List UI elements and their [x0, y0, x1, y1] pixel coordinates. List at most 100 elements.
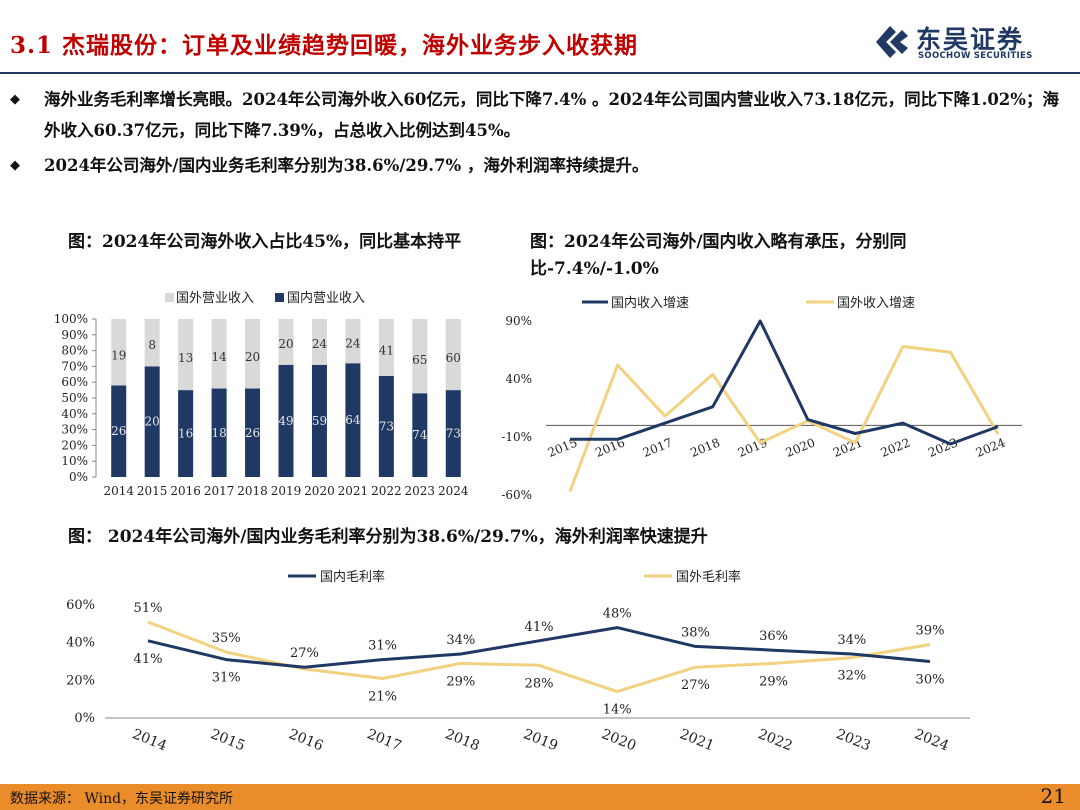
x-tick-label: 2021 [677, 726, 716, 754]
bar-domestic [278, 364, 294, 477]
bar-overseas [144, 319, 160, 367]
figure-title-1: 图：2024年公司海外收入占比45%，同比基本持平 [68, 232, 462, 252]
bullet-item: ◆ 2024年公司海外/国内业务毛利率分别为38.6%/29.7% ，海外利润率… [10, 150, 1070, 182]
bar-overseas [345, 319, 361, 364]
x-tick-label: 2014 [130, 726, 169, 754]
x-tick-label: 2020 [599, 726, 638, 754]
logo-english-name: SOOCHOW SECURITIES [918, 51, 1033, 61]
y-tick-label: 20% [66, 673, 95, 688]
page-number: 21 [1040, 784, 1066, 808]
bar-overseas [178, 319, 194, 391]
y-tick-label: 0% [69, 470, 88, 484]
x-tick-label: 2020 [304, 484, 335, 498]
bullet-diamond-icon: ◆ [10, 92, 20, 107]
data-label-overseas: 39% [916, 624, 945, 639]
data-label-overseas: 20 [278, 337, 293, 351]
series-line-domestic [147, 626, 931, 669]
legend-label-domestic: 国内毛利率 [320, 569, 385, 585]
soochow-logo-icon [876, 26, 908, 58]
bar-domestic [445, 390, 461, 477]
bar-overseas [378, 319, 394, 376]
legend-label-domestic: 国内营业收入 [287, 290, 365, 306]
gross-margin-line-chart: 国内毛利率 国外毛利率 0% 20% 40% 60% 2014 2015 2016 2017 201… [66, 569, 970, 754]
x-tick-label: 2015 [208, 726, 247, 754]
x-tick-label: 2021 [338, 484, 369, 498]
footer-bar: 数据来源： Wind，东吴证券研究所 21 [0, 784, 1080, 810]
y-tick-label: -60% [501, 488, 532, 502]
x-tick-label: 2014 [103, 484, 134, 498]
bar-domestic [144, 366, 160, 477]
data-label-domestic: 31% [368, 639, 397, 654]
data-label-overseas: 29% [446, 674, 475, 689]
data-label-domestic: 64 [345, 413, 361, 427]
y-tick-label: 30% [61, 423, 88, 437]
data-label-overseas: 51% [134, 601, 163, 616]
data-label-domestic: 30% [916, 673, 945, 688]
legend-label-overseas: 国外收入增速 [837, 296, 915, 311]
x-tick-label: 2018 [688, 435, 722, 459]
legend-swatch-overseas [165, 293, 174, 302]
x-tick-label: 2017 [641, 435, 675, 459]
data-label-overseas: 27% [681, 678, 710, 693]
data-label-overseas: 29% [759, 674, 788, 689]
data-label-overseas: 14 [211, 350, 227, 364]
bar-domestic [111, 385, 127, 477]
legend-label-overseas: 国外毛利率 [676, 569, 741, 585]
y-tick-label: 80% [61, 344, 88, 358]
x-tick-label: 2018 [443, 726, 482, 754]
x-tick-label: 2024 [974, 435, 1008, 460]
data-label-overseas: 19 [111, 348, 126, 362]
x-tick-label: 2022 [371, 484, 402, 498]
data-label-overseas: 13 [178, 351, 193, 365]
data-label-overseas: 24 [312, 337, 328, 351]
data-label-overseas: 21% [368, 689, 397, 704]
data-label-overseas: 32% [837, 669, 866, 684]
data-label-overseas: 60 [446, 351, 461, 365]
data-label-domestic: 20 [145, 415, 160, 429]
data-label-domestic: 18 [211, 426, 226, 440]
y-tick-label: 40% [505, 372, 532, 386]
y-tick-label: 20% [61, 438, 88, 452]
x-tick-label: 2016 [170, 484, 201, 498]
y-tick-label: 60% [66, 598, 95, 613]
x-tick-label: 2023 [405, 484, 436, 498]
revenue-share-bar-chart: 国外营业收入 国内营业收入 0% 10% 20%30% 40% 50% 60% 70%80% 90… [54, 290, 469, 498]
x-tick-label: 2019 [271, 484, 302, 498]
legend-swatch-domestic [275, 293, 284, 302]
data-label-domestic: 26 [245, 426, 260, 440]
bar-domestic [345, 363, 361, 477]
x-tick-label: 2024 [438, 484, 469, 498]
data-label-domestic: 74 [412, 428, 428, 442]
bar-domestic [245, 388, 261, 477]
x-tick-label: 2019 [521, 726, 560, 754]
y-tick-label: 90% [61, 328, 88, 342]
data-label-overseas: 8 [148, 338, 156, 352]
data-label-overseas: 65 [412, 353, 427, 367]
x-tick-label: 2020 [783, 435, 817, 459]
y-tick-label: 40% [61, 407, 88, 421]
figure-title-2: 图：2024年公司海外/国内收入略有承压，分别同比-7.4%/-1.0% [530, 232, 907, 279]
bar-overseas [412, 319, 428, 394]
legend-label-overseas: 国外营业收入 [176, 291, 254, 306]
bar-overseas [111, 319, 127, 386]
y-tick-label: 10% [61, 454, 88, 468]
y-tick-label: 40% [66, 636, 95, 651]
x-tick-label: 2017 [365, 726, 404, 754]
data-label-domestic: 34% [837, 633, 866, 648]
x-tick-label: 2018 [237, 484, 268, 498]
bar-overseas [311, 319, 327, 365]
data-label-domestic: 59 [312, 414, 327, 428]
y-tick-label: 70% [61, 359, 88, 373]
x-tick-label: 2024 [912, 726, 951, 754]
figure-title-3: 图： 2024年公司海外/国内业务毛利率分别为38.6%/29.7%，海外利润率… [68, 527, 708, 547]
x-tick-label: 2019 [736, 435, 770, 459]
bullet-text: 2024年公司海外/国内业务毛利率分别为38.6%/29.7% ，海外利润率持续… [44, 156, 649, 175]
data-label-domestic: 73 [446, 427, 461, 441]
data-label-overseas: 14% [603, 703, 632, 718]
bullet-diamond-icon: ◆ [10, 158, 20, 173]
bar-domestic [412, 393, 428, 477]
bar-overseas [278, 319, 294, 365]
x-tick-label: 2022 [756, 726, 795, 754]
x-tick-label: 2017 [204, 484, 235, 498]
